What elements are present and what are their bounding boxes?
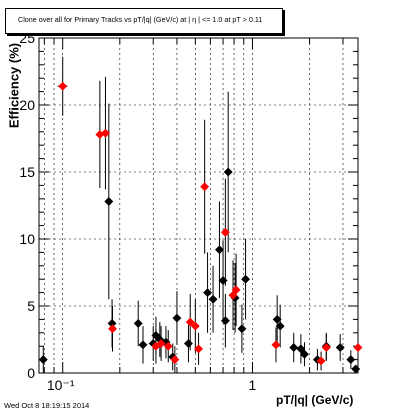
data-point: [185, 317, 195, 327]
data-point: [200, 182, 210, 192]
data-point: [214, 245, 224, 255]
data-point: [316, 356, 326, 366]
data-point: [104, 196, 114, 207]
data-point: [272, 314, 282, 324]
x-axis-label: pT/|q| (GeV/c): [276, 393, 354, 407]
data-point: [203, 288, 213, 298]
data-point: [335, 342, 345, 353]
data-point: [275, 321, 285, 331]
grid-lines: [39, 38, 358, 373]
data-point: [190, 321, 200, 331]
plot-frame: [38, 37, 359, 374]
data-point: [299, 349, 310, 359]
data-point: [100, 128, 111, 138]
data-point: [271, 340, 281, 350]
data-point: [58, 81, 68, 91]
data-point: [38, 355, 48, 365]
data-point: [296, 344, 306, 354]
data-point: [346, 355, 356, 365]
data-markers: [38, 81, 363, 374]
data-point: [156, 338, 166, 349]
data-point: [220, 227, 230, 237]
data-point: [237, 324, 247, 334]
chart-title: Clone over all for Primary Tracks vs pT/…: [18, 15, 263, 24]
y-tick-label: 15: [19, 164, 35, 180]
data-point: [223, 167, 233, 177]
tick-labels: 0 5 10 15 20 25 10⁻¹ 1: [19, 30, 256, 393]
data-point: [231, 285, 241, 295]
y-tick-label: 0: [27, 365, 35, 381]
y-tick-label: 20: [19, 97, 35, 113]
x-tick-label: 1: [249, 377, 257, 393]
y-tick-label: 5: [27, 298, 35, 314]
data-point: [351, 364, 361, 374]
data-point: [241, 274, 251, 284]
error-bars: [42, 56, 359, 373]
y-tick-label: 10: [19, 231, 35, 247]
data-point: [133, 318, 143, 328]
y-axis-label: Efficiency (%): [6, 42, 22, 129]
data-point: [163, 341, 173, 351]
data-point: [170, 355, 180, 365]
y-tick-label: 25: [19, 30, 35, 46]
data-point: [138, 340, 148, 350]
x-tick-label: 10⁻¹: [47, 377, 75, 393]
data-point: [353, 342, 363, 353]
data-point: [321, 342, 331, 353]
data-point: [220, 316, 230, 326]
chart-title-box: Clone over all for Primary Tracks vs pT/…: [5, 8, 283, 34]
data-point: [172, 313, 182, 323]
footer-timestamp: Wed Oct 8 18:19:15 2014: [4, 401, 90, 410]
axis-ticks: [39, 37, 358, 374]
data-point: [194, 344, 204, 354]
data-point: [183, 338, 194, 349]
data-point: [218, 275, 228, 286]
data-point: [208, 294, 218, 304]
data-point: [107, 324, 118, 334]
data-point: [289, 342, 299, 353]
